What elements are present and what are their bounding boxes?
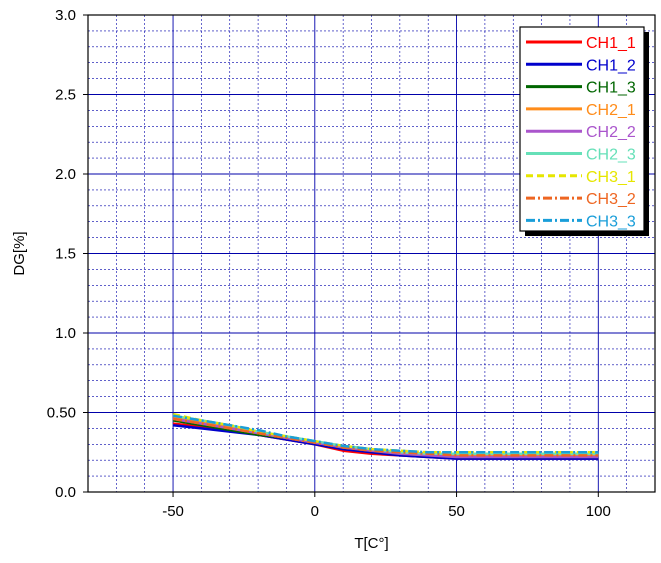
series-lines [172,412,599,460]
y-tick-label: 3.0 [55,7,76,24]
y-tick-label: 2.5 [55,87,76,104]
y-tick-label: 0.0 [55,484,76,501]
legend: CH1_1 CH1_2 CH1_3 CH2_1 CH2_2 CH2_3 CH3_1 CH3_2… [519,26,649,236]
y-tick-label: 0.50 [47,405,76,422]
legend-label: CH2_1 [586,102,636,119]
legend-label: CH1_2 [586,57,636,74]
legend-label: CH1_3 [586,80,636,97]
y-tick-label: 1.5 [55,246,76,263]
y-axis-label: DG[%] [11,231,28,275]
x-tick-label: -50 [162,503,184,520]
legend-label: CH1_1 [586,35,636,52]
series-line-ch3-2 [172,417,599,457]
legend-label: CH2_2 [586,124,636,141]
y-tick-label: 1.0 [55,325,76,342]
legend-label: CH3_2 [586,191,636,208]
legend-label: CH2_3 [586,147,636,164]
series-line-ch2-3 [172,414,599,456]
x-tick-label: 50 [448,503,465,520]
legend-label: CH3_3 [586,213,636,230]
x-axis-label: T[C°] [354,535,388,552]
legend-label: CH3_1 [586,169,636,186]
y-tick-label: 2.0 [55,166,76,183]
tick-labels: -50 0 50 100 0.0 0.50 1.0 1.5 2.0 2.5 3.0 [47,7,611,520]
x-tick-label: 100 [586,503,611,520]
x-tick-label: 0 [311,503,319,520]
series-line-ch3-3 [172,414,599,454]
